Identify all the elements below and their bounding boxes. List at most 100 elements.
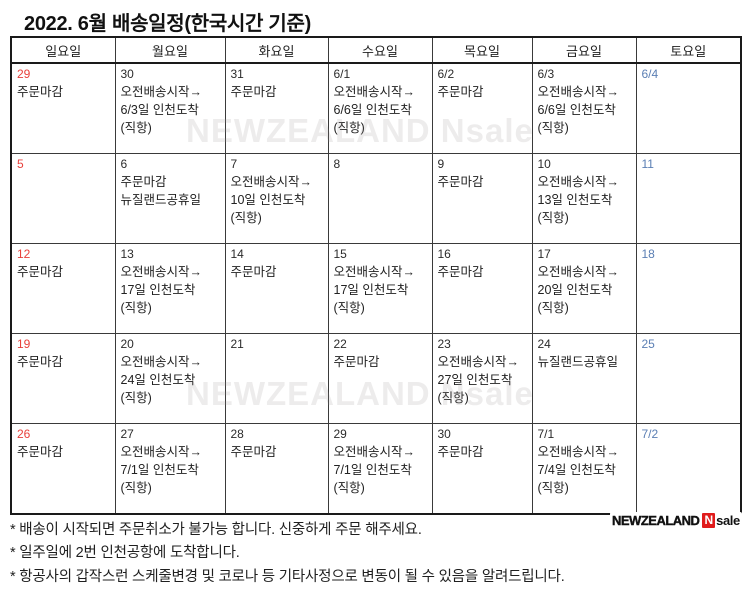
day-number: 29 bbox=[333, 427, 347, 441]
day-note: 오전배송시작→ 7/1일 인천도착 (직항) bbox=[120, 445, 203, 496]
day-note: 주문마감 bbox=[333, 355, 380, 369]
day-note: 주문마감 뉴질랜드공휴일 bbox=[120, 175, 202, 208]
weekday-header-6: 토요일 bbox=[635, 36, 742, 64]
day-number: 30 bbox=[437, 427, 451, 441]
day-cell[interactable]: 21 bbox=[224, 333, 329, 424]
day-cell[interactable]: 31 주문마감 bbox=[224, 62, 329, 154]
day-note: 주문마감 bbox=[230, 445, 277, 459]
day-number: 18 bbox=[641, 247, 655, 261]
day-number: 22 bbox=[333, 337, 347, 351]
weekday-header-0: 일요일 bbox=[10, 36, 116, 64]
day-cell[interactable]: 26 주문마감 bbox=[10, 423, 116, 515]
day-cell[interactable]: 7 오전배송시작→ 10일 인천도착(직항) bbox=[224, 153, 329, 244]
day-number: 24 bbox=[537, 337, 551, 351]
day-number: 31 bbox=[230, 67, 244, 81]
day-number: 6/1 bbox=[333, 67, 351, 81]
shipping-schedule-table: 일요일 월요일 화요일 수요일 목요일 금요일 토요일 29 주문마감 30 오전배송시작→ 6/… bbox=[10, 36, 742, 515]
day-number: 11 bbox=[641, 157, 654, 171]
week-row: 19 주문마감 20 오전배송시작→ 24일 인천도착(직항) 21 22 주문마감 23 오전… bbox=[10, 333, 742, 424]
day-number: 12 bbox=[17, 247, 31, 261]
day-note: 오전배송시작→ 17일 인천도착(직항) bbox=[120, 265, 203, 316]
day-note: 주문마감 bbox=[230, 265, 277, 279]
week-row: 29 주문마감 30 오전배송시작→ 6/3일 인천도착 (직항) 31 주문마감 6/1 오… bbox=[10, 62, 742, 154]
day-cell[interactable]: 8 bbox=[327, 153, 433, 244]
day-cell[interactable]: 29 주문마감 bbox=[10, 62, 116, 154]
day-number: 9 bbox=[437, 157, 445, 171]
weekday-header-1: 월요일 bbox=[114, 36, 226, 64]
day-cell[interactable]: 28 주문마감 bbox=[224, 423, 329, 515]
day-cell[interactable]: 16 주문마감 bbox=[431, 243, 533, 334]
day-number: 7/2 bbox=[641, 427, 659, 441]
logo-tail-text: sale bbox=[716, 513, 740, 528]
day-note: 오전배송시작→ 7/1일 인천도착 (직항) bbox=[333, 445, 416, 496]
day-cell[interactable]: 6/1 오전배송시작→ 6/6일 인천도착 (직항) bbox=[327, 62, 433, 154]
day-number: 25 bbox=[641, 337, 655, 351]
day-cell[interactable]: 24 뉴질랜드공휴일 bbox=[531, 333, 637, 424]
weekday-header-3: 수요일 bbox=[327, 36, 433, 64]
day-cell[interactable]: 10 오전배송시작→ 13일 인천도착(직항) bbox=[531, 153, 637, 244]
day-note: 오전배송시작→ 6/6일 인천도착 (직항) bbox=[333, 85, 416, 136]
day-number: 23 bbox=[437, 337, 451, 351]
day-note: 오전배송시작→ 6/6일 인천도착 (직항) bbox=[537, 85, 620, 136]
day-number: 16 bbox=[437, 247, 451, 261]
day-cell[interactable]: 6/3 오전배송시작→ 6/6일 인천도착 (직항) bbox=[531, 62, 637, 154]
day-cell[interactable]: 18 bbox=[635, 243, 742, 334]
day-number: 30 bbox=[120, 67, 134, 81]
day-number: 7 bbox=[230, 157, 238, 171]
day-cell[interactable]: 7/2 bbox=[635, 423, 742, 515]
footer-note-2: * 항공사의 갑작스런 스케줄변경 및 코로나 등 기타사정으로 변동이 될 수… bbox=[10, 568, 565, 585]
day-note: 오전배송시작→ 24일 인천도착(직항) bbox=[120, 355, 203, 406]
day-number: 14 bbox=[230, 247, 244, 261]
footer-notes: * 배송이 시작되면 주문취소가 불가능 합니다. 신중하게 주문 해주세요. *… bbox=[10, 519, 740, 589]
day-note: 오전배송시작→ 6/3일 인천도착 (직항) bbox=[120, 85, 203, 136]
day-cell[interactable]: 30 주문마감 bbox=[431, 423, 533, 515]
day-number: 6/4 bbox=[641, 67, 659, 81]
day-number: 6 bbox=[120, 157, 128, 171]
day-cell[interactable]: 25 bbox=[635, 333, 742, 424]
day-cell[interactable]: 11 bbox=[635, 153, 742, 244]
day-cell[interactable]: 19 주문마감 bbox=[10, 333, 116, 424]
day-note: 주문마감 bbox=[230, 85, 277, 99]
day-note: 주문마감 bbox=[437, 175, 484, 189]
day-number: 26 bbox=[17, 427, 31, 441]
day-cell[interactable]: 12 주문마감 bbox=[10, 243, 116, 334]
logo-wordmark: NEWZEALAND bbox=[612, 513, 700, 528]
day-number: 15 bbox=[333, 247, 347, 261]
day-number: 27 bbox=[120, 427, 134, 441]
day-note: 주문마감 bbox=[437, 445, 484, 459]
footer-note-1: * 일주일에 2번 인천공항에 도착합니다. bbox=[10, 545, 240, 562]
weekday-header-2: 화요일 bbox=[224, 36, 329, 64]
day-cell[interactable]: 9 주문마감 bbox=[431, 153, 533, 244]
day-cell[interactable]: 6 주문마감 뉴질랜드공휴일 bbox=[114, 153, 226, 244]
day-cell[interactable]: 23 오전배송시작→ 27일 인천도착(직항) bbox=[431, 333, 533, 424]
day-cell[interactable]: 7/1 오전배송시작→ 7/4일 인천도착 (직항) bbox=[531, 423, 637, 515]
brand-logo: NEWZEALAND N sale bbox=[610, 512, 742, 529]
day-number: 6/3 bbox=[537, 67, 555, 81]
day-cell[interactable]: 5 bbox=[10, 153, 116, 244]
day-cell[interactable]: 6/2 주문마감 bbox=[431, 62, 533, 154]
day-number: 17 bbox=[537, 247, 551, 261]
day-number: 19 bbox=[17, 337, 31, 351]
page-title: 2022. 6월 배송일정(한국시간 기준) bbox=[24, 13, 311, 35]
day-number: 13 bbox=[120, 247, 134, 261]
day-cell[interactable]: 17 오전배송시작→ 20일 인천도착(직항) bbox=[531, 243, 637, 334]
day-number: 29 bbox=[17, 67, 31, 81]
weekday-header-4: 목요일 bbox=[431, 36, 533, 64]
day-note: 주문마감 bbox=[17, 445, 64, 459]
day-number: 21 bbox=[230, 337, 244, 351]
day-cell[interactable]: 30 오전배송시작→ 6/3일 인천도착 (직항) bbox=[114, 62, 226, 154]
calendar-container: 일요일 월요일 화요일 수요일 목요일 금요일 토요일 29 주문마감 30 오전배송시작→ 6/… bbox=[10, 36, 742, 515]
day-cell[interactable]: 29 오전배송시작→ 7/1일 인천도착 (직항) bbox=[327, 423, 433, 515]
day-cell[interactable]: 14 주문마감 bbox=[224, 243, 329, 334]
day-cell[interactable]: 13 오전배송시작→ 17일 인천도착(직항) bbox=[114, 243, 226, 334]
week-row: 5 6 주문마감 뉴질랜드공휴일 7 오전배송시작→ 10일 인천도착(직항) 8 9 주문마… bbox=[10, 153, 742, 244]
day-number: 7/1 bbox=[537, 427, 555, 441]
day-cell[interactable]: 22 주문마감 bbox=[327, 333, 433, 424]
day-cell[interactable]: 15 오전배송시작→ 17일 인천도착(직항) bbox=[327, 243, 433, 334]
day-number: 20 bbox=[120, 337, 134, 351]
day-note: 오전배송시작→ 10일 인천도착(직항) bbox=[230, 175, 313, 226]
day-cell[interactable]: 20 오전배송시작→ 24일 인천도착(직항) bbox=[114, 333, 226, 424]
day-cell[interactable]: 6/4 bbox=[635, 62, 742, 154]
day-number: 5 bbox=[17, 157, 24, 171]
day-cell[interactable]: 27 오전배송시작→ 7/1일 인천도착 (직항) bbox=[114, 423, 226, 515]
